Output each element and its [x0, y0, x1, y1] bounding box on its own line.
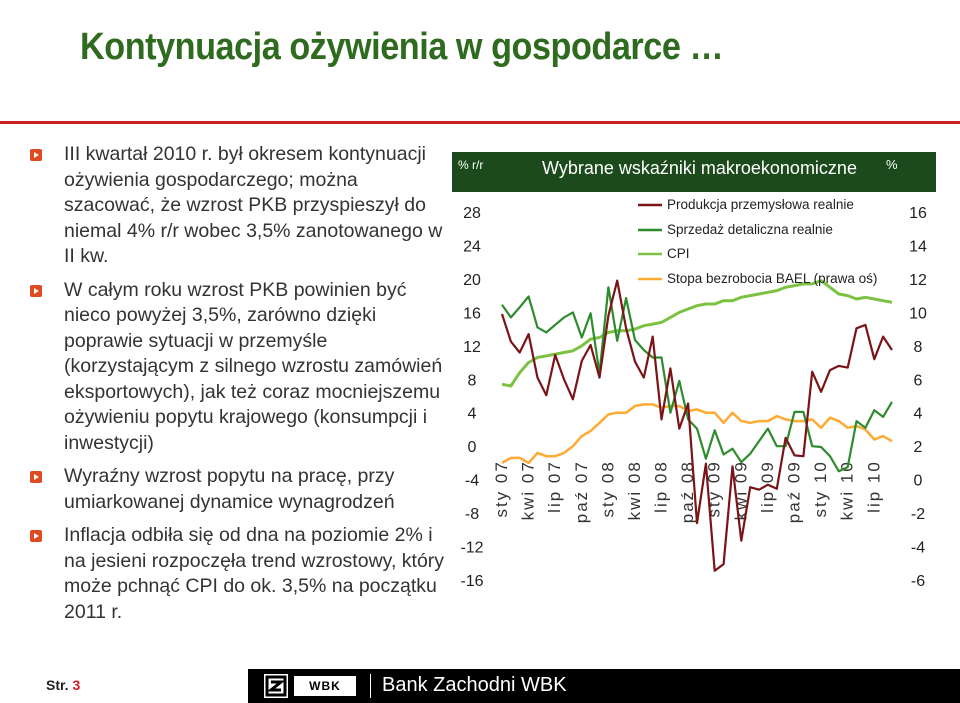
- bullet-text: W całym roku wzrost PKB powinien być nie…: [64, 278, 443, 454]
- bank-logo-wordmark: WBK: [294, 676, 356, 696]
- x-tick-label: sty 07: [492, 460, 511, 517]
- x-tick-label: lip 08: [652, 460, 671, 513]
- x-tick-label: paź 07: [572, 460, 591, 523]
- x-tick-label: kwi 10: [838, 460, 857, 520]
- bullet-item: Wyraźny wzrost popytu na pracę, przy umi…: [30, 464, 450, 515]
- left-tick-label: -12: [460, 540, 483, 557]
- bullet-arrow-icon: [30, 530, 42, 542]
- bullet-text: Inflacja odbiła się od dna na poziomie 2…: [64, 524, 445, 623]
- legend-label: Sprzedaż detaliczna realnie: [667, 222, 833, 237]
- bullet-text: Wyraźny wzrost popytu na pracę, przy umi…: [64, 465, 395, 513]
- right-tick-label: 4: [914, 406, 923, 423]
- right-tick-label: 2: [914, 439, 923, 456]
- series-line-cpi: [501, 279, 893, 388]
- left-tick-label: 24: [463, 238, 481, 255]
- logo-separator: [370, 674, 371, 698]
- footer-brand-bar: [248, 669, 960, 703]
- legend-label: Stopa bezrobocia BAEL (prawa oś): [667, 271, 877, 286]
- left-tick-label: 8: [468, 372, 477, 389]
- macro-indicators-chart: % r/r Wybrane wskaźniki makroekonomiczne%…: [452, 152, 936, 590]
- x-tick-label: lip 09: [758, 460, 777, 513]
- right-axis-unit: %: [886, 157, 898, 172]
- right-tick-label: 6: [914, 372, 923, 389]
- chart-header-band: [452, 152, 936, 192]
- right-tick-label: 0: [914, 473, 923, 490]
- page-number: Str. 3: [46, 677, 80, 693]
- title-divider: [0, 121, 960, 124]
- left-tick-label: -8: [465, 506, 479, 523]
- left-tick-label: -16: [460, 573, 483, 590]
- legend-label: Produkcja przemysłowa realnie: [667, 197, 854, 212]
- bullet-arrow-icon: [30, 149, 42, 161]
- series-line-retail-sales: [501, 286, 893, 473]
- series-line-unemployment: [501, 403, 893, 465]
- bullet-arrow-icon: [30, 284, 42, 297]
- page-label-text: Str.: [46, 677, 69, 693]
- left-tick-label: 0: [468, 439, 477, 456]
- series-line-industrial-production: [500, 279, 893, 572]
- x-tick-label: paź 08: [678, 460, 697, 523]
- bullet-text: III kwartał 2010 r. był okresem kontynua…: [64, 143, 443, 267]
- page-title: Kontynuacja ożywienia w gospodarce …: [80, 26, 724, 68]
- left-tick-label: -4: [465, 473, 479, 490]
- bullet-list: III kwartał 2010 r. był okresem kontynua…: [30, 142, 450, 633]
- bullet-arrow-icon: [30, 471, 42, 483]
- right-tick-label: -4: [911, 540, 925, 557]
- right-tick-label: 12: [909, 272, 927, 289]
- x-tick-label: kwi 07: [519, 460, 538, 520]
- x-tick-label: lip 07: [545, 460, 564, 513]
- right-tick-label: -2: [911, 506, 925, 523]
- bank-name: Bank Zachodni WBK: [382, 674, 567, 696]
- right-tick-label: 10: [909, 305, 927, 322]
- left-tick-label: 16: [463, 305, 481, 322]
- x-tick-label: paź 09: [785, 460, 804, 523]
- x-tick-label: kwi 09: [731, 460, 750, 520]
- x-tick-label: kwi 08: [625, 460, 644, 520]
- bullet-item: W całym roku wzrost PKB powinien być nie…: [30, 278, 450, 457]
- x-tick-label: sty 10: [811, 460, 830, 517]
- left-tick-label: 28: [463, 205, 481, 222]
- page-number-value: 3: [72, 677, 81, 693]
- x-tick-label: sty 08: [598, 460, 617, 517]
- left-tick-label: 12: [463, 339, 481, 356]
- right-tick-label: 16: [909, 205, 927, 222]
- right-tick-label: -6: [911, 573, 925, 590]
- bank-logo-icon: [264, 674, 288, 698]
- right-tick-label: 8: [914, 339, 923, 356]
- x-tick-label: lip 10: [864, 460, 883, 513]
- chart-title: Wybrane wskaźniki makroekonomiczne: [542, 158, 857, 178]
- bullet-item: Inflacja odbiła się od dna na poziomie 2…: [30, 523, 450, 625]
- bullet-item: III kwartał 2010 r. był okresem kontynua…: [30, 142, 450, 270]
- right-tick-label: 14: [909, 238, 927, 255]
- left-tick-label: 20: [463, 272, 481, 289]
- legend-label: CPI: [667, 246, 690, 261]
- left-axis-unit: % r/r: [458, 158, 483, 172]
- left-tick-label: 4: [468, 406, 477, 423]
